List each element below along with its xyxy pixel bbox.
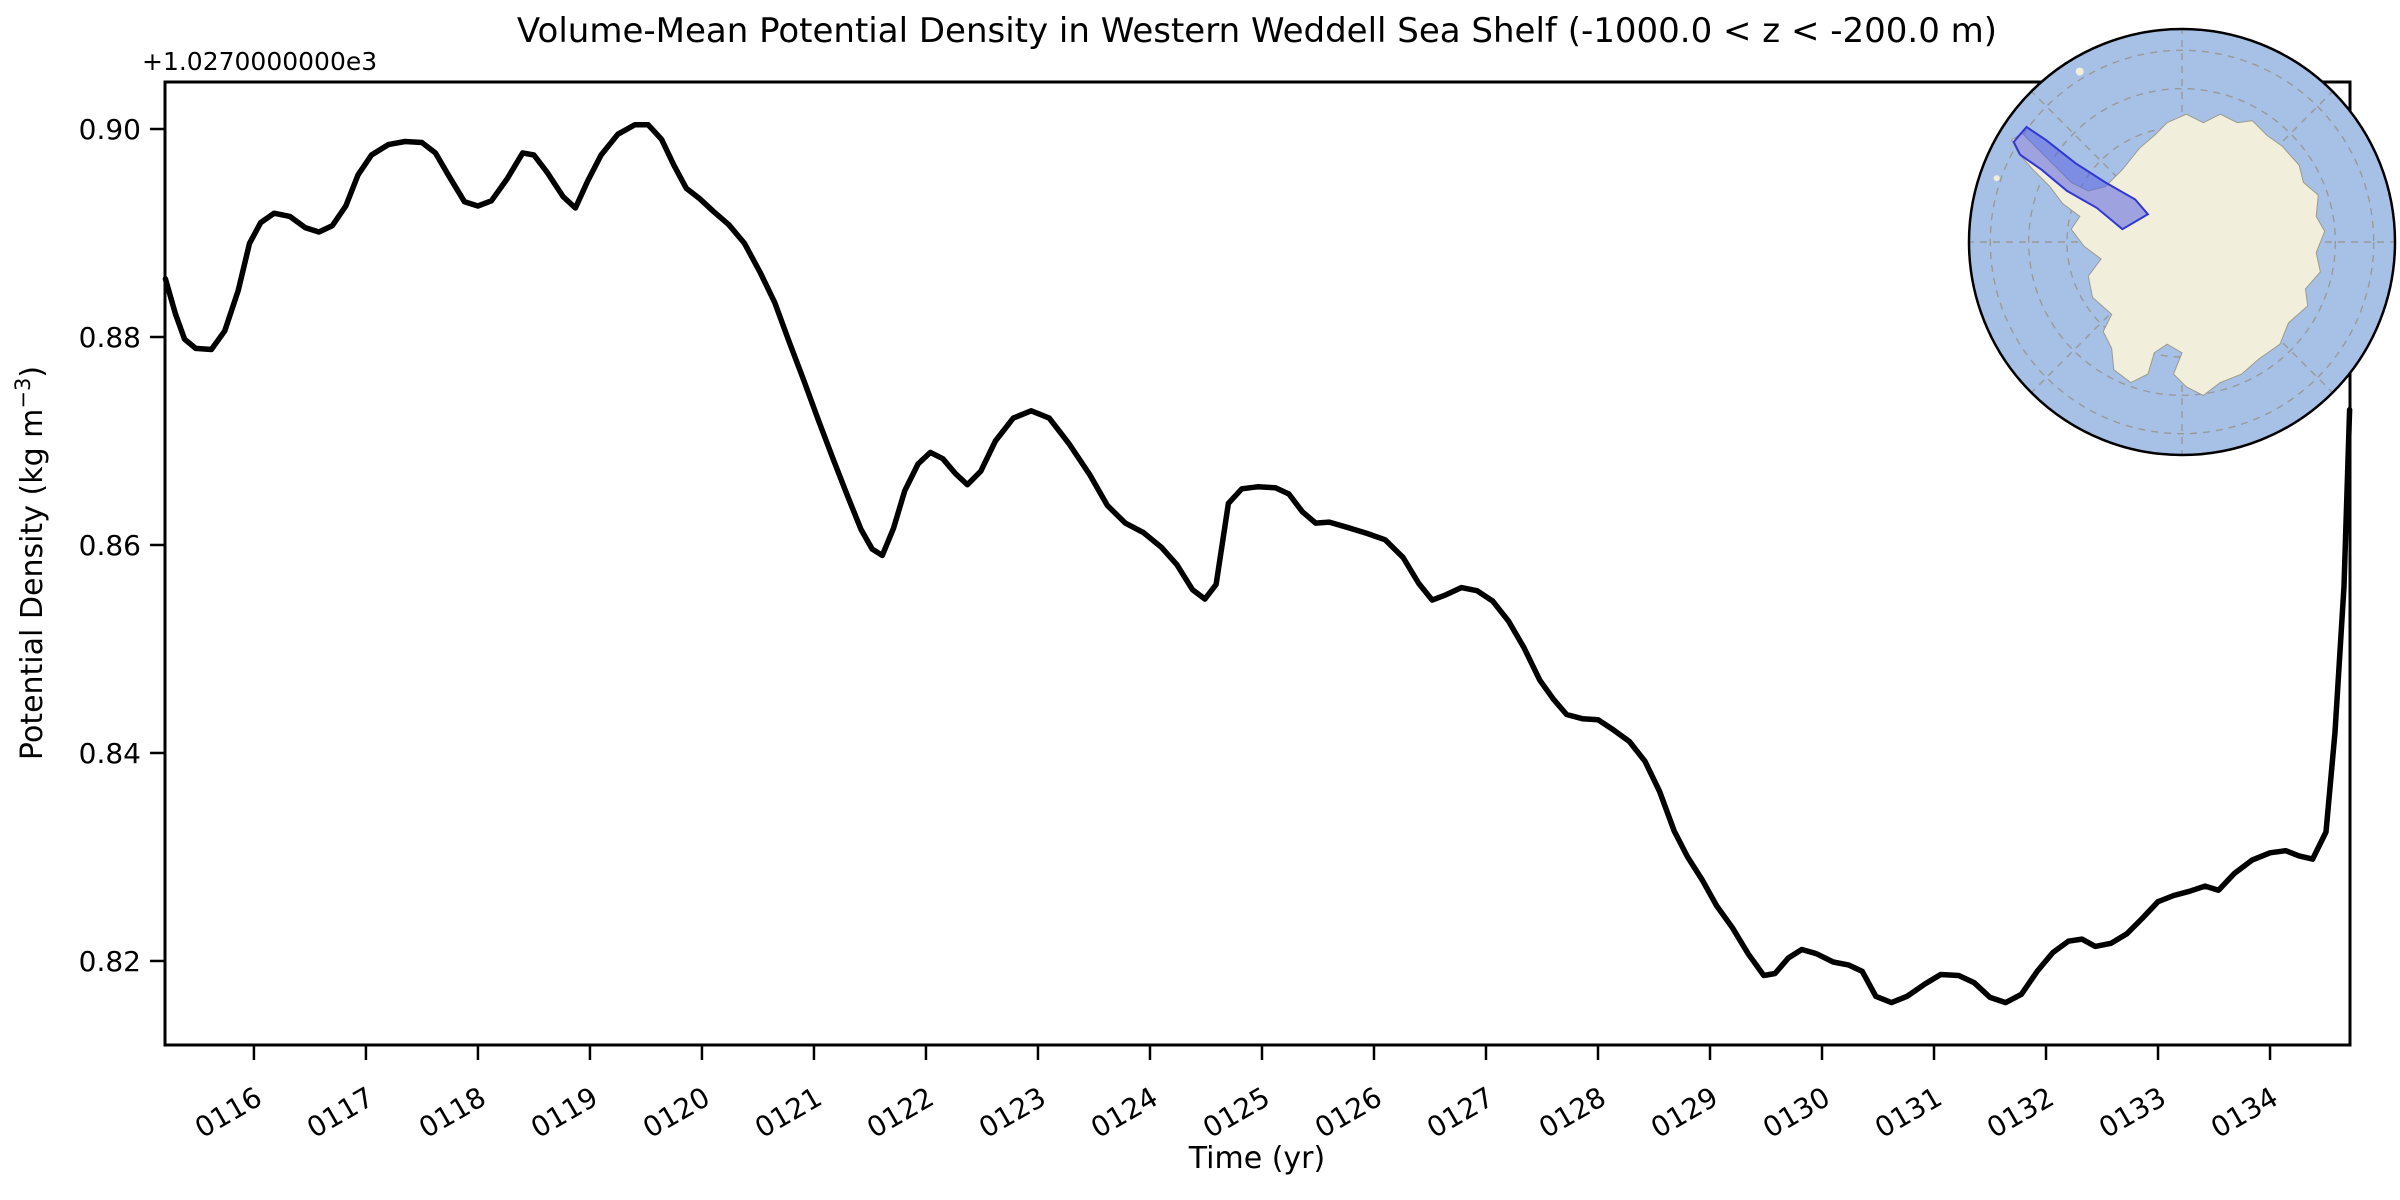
y-tick-label: 0.82: [79, 945, 141, 978]
x-tick-label: 0129: [1645, 1080, 1723, 1144]
x-tick-label: 0134: [2205, 1080, 2283, 1144]
x-tick-label: 0125: [1197, 1080, 1275, 1144]
x-tick-label: 0122: [861, 1080, 939, 1144]
x-tick-label: 0124: [1085, 1080, 1163, 1144]
y-axis-offset-text: +1.0270000000e3: [142, 47, 377, 76]
x-axis-label: Time (yr): [1188, 1141, 1325, 1176]
x-tick-label: 0132: [1981, 1080, 2059, 1144]
map-island: [1993, 175, 2000, 182]
graticule-meridian: [2030, 90, 2183, 243]
y-tick-label: 0.90: [79, 113, 141, 146]
x-tick-label: 0117: [301, 1080, 379, 1144]
map-rim: [1967, 27, 2397, 457]
x-tick-label: 0118: [413, 1080, 491, 1144]
y-tick-label: 0.84: [79, 737, 141, 770]
x-axis: 0116 0117 0118 0119 0120 0121 0122 0123 0124 0125…: [189, 1045, 2284, 1145]
x-tick-label: 0130: [1757, 1080, 1835, 1144]
map-island: [2075, 67, 2084, 76]
x-tick-label: 0126: [1309, 1080, 1387, 1144]
x-tick-label: 0120: [637, 1080, 715, 1144]
graticule-circle: [1989, 49, 2375, 435]
graticule-meridian: [2030, 241, 2183, 394]
x-tick-label: 0121: [749, 1080, 827, 1144]
x-tick-label: 0131: [1869, 1080, 1947, 1144]
x-tick-label: 0123: [973, 1080, 1051, 1144]
chart-title: Volume-Mean Potential Density in Western…: [517, 11, 1997, 51]
map-highlight-region: [2012, 125, 2150, 231]
graticule-circle: [2027, 87, 2337, 397]
x-tick-label: 0133: [2093, 1080, 2171, 1144]
density-line: [162, 122, 2353, 1006]
y-axis: 0.82 0.84 0.86 0.88 0.90: [79, 113, 165, 978]
antarctica-inset-map: [1967, 27, 2397, 457]
y-tick-label: 0.86: [79, 529, 141, 562]
x-tick-label: 0116: [189, 1080, 267, 1144]
y-tick-label: 0.88: [79, 321, 141, 354]
x-tick-label: 0127: [1421, 1080, 1499, 1144]
y-axis-label: Potential Density (kg m−3): [11, 366, 50, 760]
x-tick-label: 0128: [1533, 1080, 1611, 1144]
axes-frame: [163, 80, 2352, 1047]
x-tick-label: 0119: [525, 1080, 603, 1144]
